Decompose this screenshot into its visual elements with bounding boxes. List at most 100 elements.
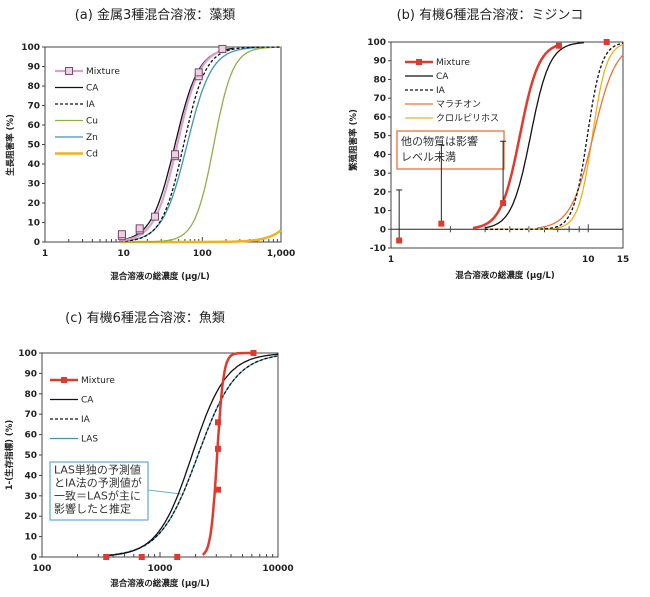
legend-marker bbox=[416, 59, 422, 65]
legend-label: CA bbox=[81, 396, 94, 406]
callout-line bbox=[147, 489, 182, 495]
y-tick-label: 70 bbox=[27, 102, 40, 112]
legend-label: Zn bbox=[86, 133, 98, 143]
y-tick-label: 40 bbox=[27, 160, 40, 170]
series-curve-Mixture bbox=[119, 48, 227, 242]
chart-c: (c) 有機6種混合溶液：魚類 混合溶液の総濃度 (μg/L) 1-(生存指標)… bbox=[4, 310, 294, 589]
x-tick-label: 1 bbox=[388, 255, 394, 265]
x-tick-label: 100 bbox=[193, 249, 212, 259]
x-tick-label: 10 bbox=[582, 255, 595, 265]
y-tick-label: 80 bbox=[24, 390, 37, 400]
plot-frame bbox=[390, 41, 624, 249]
y-tick-label: 80 bbox=[373, 75, 386, 85]
y-tick-label: 40 bbox=[373, 150, 386, 160]
y-tick-label: 20 bbox=[27, 199, 40, 209]
y-tick-label: 40 bbox=[24, 471, 37, 481]
legend-label: Cd bbox=[86, 150, 98, 160]
annotation-text: LAS単独の予測値 bbox=[54, 463, 141, 477]
data-point bbox=[171, 150, 180, 159]
legend-marker bbox=[65, 67, 73, 75]
data-point bbox=[250, 350, 257, 356]
y-tick-label: 60 bbox=[373, 113, 386, 123]
legend-label: Mixture bbox=[86, 67, 120, 77]
legend-label: マラチオン bbox=[436, 99, 481, 110]
annotation-text: とIA法の予測値が bbox=[54, 476, 142, 490]
y-tick-label: 0 bbox=[31, 553, 37, 563]
series-curve-IA bbox=[485, 42, 624, 230]
y-tick-label: 100 bbox=[367, 38, 386, 48]
chart-a-ylabel: 生長阻害率 (%) bbox=[5, 114, 16, 176]
series-curve-Cu bbox=[120, 46, 281, 243]
y-tick-label: 80 bbox=[27, 82, 40, 92]
data-point bbox=[603, 39, 610, 45]
y-tick-label: 30 bbox=[27, 180, 40, 190]
legend-label: IA bbox=[86, 100, 96, 110]
chart-c-ylabel: 1-(生存指標) (%) bbox=[4, 420, 15, 491]
data-point bbox=[214, 419, 221, 426]
y-tick-label: 70 bbox=[373, 94, 386, 104]
legend-label: CA bbox=[436, 72, 449, 82]
chart-c-xlabel: 混合溶液の総濃度 (μg/L) bbox=[110, 578, 210, 589]
legend-label: LAS bbox=[81, 435, 98, 445]
y-tick-label: 30 bbox=[24, 492, 37, 502]
chart-a: (a) 金属3種混合溶液：藻類 混合溶液の総濃度 (μg/L) 生長阻害率 (%… bbox=[5, 7, 295, 282]
y-tick-label: 10 bbox=[24, 533, 37, 543]
legend-label: Mixture bbox=[81, 376, 115, 386]
series-curve-IA bbox=[104, 355, 279, 557]
series-curve-Mixture bbox=[202, 351, 252, 556]
y-tick-label: 100 bbox=[18, 349, 37, 359]
data-point bbox=[103, 554, 110, 560]
data-point bbox=[138, 554, 145, 560]
data-point bbox=[214, 486, 221, 493]
data-point bbox=[150, 212, 159, 221]
y-tick-label: 90 bbox=[373, 57, 386, 67]
y-tick-label: 0 bbox=[380, 225, 386, 235]
y-tick-label: 50 bbox=[27, 141, 40, 151]
y-tick-label: 20 bbox=[24, 512, 37, 522]
y-tick-label: 60 bbox=[27, 121, 40, 131]
x-tick-label: 10000 bbox=[262, 564, 293, 574]
series-curve-マラチオン bbox=[537, 54, 624, 229]
chart-b-xlabel: 混合溶液の総濃度 (μg/L) bbox=[455, 270, 555, 281]
y-tick-label: 10 bbox=[373, 207, 386, 217]
y-tick-label: 90 bbox=[24, 369, 37, 379]
chart-b-title: (b) 有機6種混合溶液：ミジンコ bbox=[397, 7, 584, 23]
legend-label: Cu bbox=[86, 117, 98, 127]
annotation-box bbox=[49, 461, 149, 521]
data-point bbox=[218, 44, 227, 53]
y-tick-label: 0 bbox=[34, 238, 40, 248]
data-point bbox=[135, 224, 144, 233]
x-tick-label: 100 bbox=[33, 564, 52, 574]
y-tick-label: 90 bbox=[27, 63, 40, 73]
chart-b-ylabel: 繁殖阻害率 (%) bbox=[348, 109, 359, 172]
chart-b: (b) 有機6種混合溶液：ミジンコ 混合溶液の総濃度 (μg/L) 繁殖阻害率 … bbox=[348, 7, 629, 281]
y-tick-label: 60 bbox=[24, 431, 37, 441]
y-tick-label: 50 bbox=[24, 451, 37, 461]
data-point bbox=[214, 445, 221, 452]
chart-c-title: (c) 有機6種混合溶液：魚類 bbox=[65, 310, 225, 326]
data-point bbox=[117, 230, 126, 239]
x-tick-label: 1,000 bbox=[267, 249, 295, 259]
y-tick-label: 10 bbox=[27, 219, 40, 229]
annotation-text: レベル未満 bbox=[401, 151, 456, 164]
x-tick-label: 15 bbox=[617, 255, 630, 265]
x-tick-label: 10 bbox=[117, 249, 130, 259]
y-tick-label: 30 bbox=[373, 169, 386, 179]
x-tick-label: 1000 bbox=[147, 564, 172, 574]
series-curve-CA bbox=[484, 42, 584, 229]
chart-a-title: (a) 金属3種混合溶液：藻類 bbox=[75, 7, 236, 23]
series-curve-IA bbox=[120, 46, 281, 243]
annotation-text: 一致＝LASが主に bbox=[54, 489, 141, 503]
legend-label: Mixture bbox=[436, 58, 470, 68]
annotation-box bbox=[396, 130, 505, 170]
annotation-text: 他の物質は影響 bbox=[401, 134, 478, 148]
y-tick-label: -10 bbox=[370, 244, 386, 254]
data-point bbox=[174, 554, 181, 560]
y-tick-label: 50 bbox=[373, 132, 386, 142]
data-point bbox=[396, 237, 403, 244]
chart-a-xlabel: 混合溶液の総濃度 (μg/L) bbox=[110, 271, 210, 282]
data-point bbox=[500, 200, 507, 207]
legend-label: IA bbox=[81, 415, 91, 425]
plot-frame bbox=[41, 352, 279, 558]
